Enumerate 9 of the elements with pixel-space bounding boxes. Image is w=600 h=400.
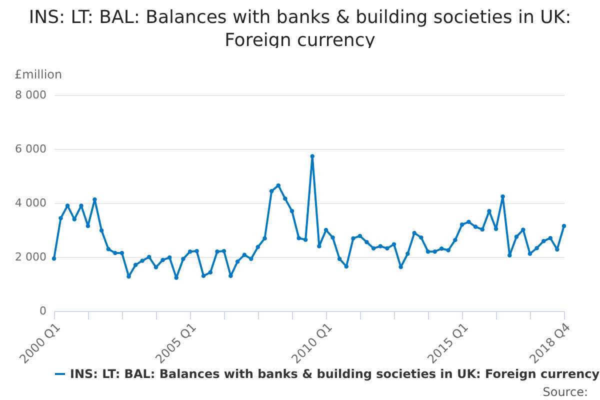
y-axis-title: £million [14, 68, 62, 82]
source-note: Source: [542, 385, 588, 399]
y-tick-label: 0 [40, 304, 46, 318]
y-tick-label: 4 000 [15, 196, 46, 210]
legend-label: INS: LT: BAL: Balances with banks & building societies in UK: Foreign currency [70, 367, 600, 381]
y-tick-label: 2 000 [15, 250, 46, 264]
chart-title: INS: LT: BAL: Balances with banks & building societies in UK: Foreign currency [28, 6, 572, 52]
y-tick-label: 6 000 [15, 142, 46, 156]
y-tick-label: 8 000 [15, 88, 46, 102]
